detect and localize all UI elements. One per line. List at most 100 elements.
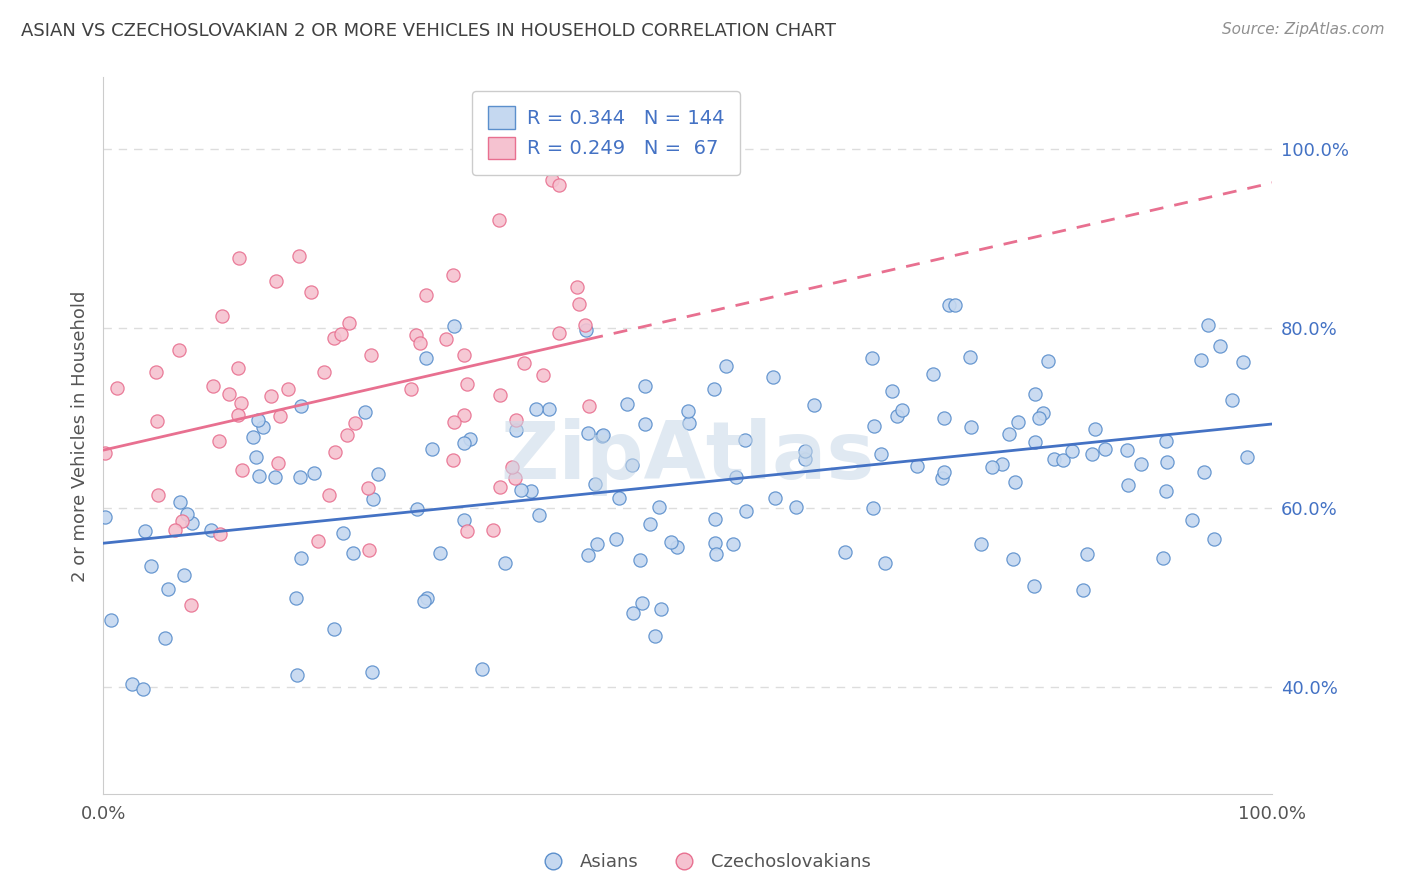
Point [1197,318,1219,332]
Point [302,466,325,480]
Point [650,602,672,616]
Point [415,351,437,365]
Point [157,582,180,596]
Point [361,491,384,506]
Point [633,378,655,392]
Point [489,388,512,402]
Point [575,323,598,337]
Point [165,523,187,537]
Point [1129,458,1152,472]
Point [794,451,817,466]
Point [630,596,652,610]
Point [1024,387,1046,401]
Text: Source: ZipAtlas.com: Source: ZipAtlas.com [1222,22,1385,37]
Point [134,524,156,538]
Point [520,483,543,498]
Point [1002,552,1025,566]
Point [863,419,886,434]
Point [1156,434,1178,448]
Point [1052,452,1074,467]
Point [1209,338,1232,352]
Point [1084,421,1107,435]
Point [703,382,725,396]
Point [991,457,1014,471]
Point [529,145,551,159]
Point [905,459,928,474]
Point [574,318,596,332]
Point [412,594,434,608]
Point [277,382,299,396]
Point [245,450,267,464]
Point [494,556,516,570]
Point [1004,475,1026,489]
Point [860,351,883,365]
Point [890,402,912,417]
Point [548,178,571,193]
Point [285,668,308,682]
Point [676,404,699,418]
Point [576,426,599,441]
Point [354,404,377,418]
Point [131,681,153,696]
Point [481,523,503,537]
Point [934,465,956,479]
Point [94,509,117,524]
Point [360,348,382,362]
Point [1154,484,1177,499]
Point [415,591,437,605]
Point [1156,455,1178,469]
Point [1204,533,1226,547]
Point [330,327,353,342]
Point [367,467,389,482]
Point [620,458,643,472]
Text: ASIAN VS CZECHOSLOVAKIAN 2 OR MORE VEHICLES IN HOUSEHOLD CORRELATION CHART: ASIAN VS CZECHOSLOVAKIAN 2 OR MORE VEHIC… [21,22,837,40]
Point [488,213,510,227]
Point [441,453,464,467]
Point [357,481,380,495]
Point [1036,353,1059,368]
Point [94,446,117,460]
Point [638,517,661,532]
Point [886,409,908,423]
Point [361,665,384,679]
Point [252,419,274,434]
Point [1024,579,1046,593]
Point [121,677,143,691]
Point [434,332,457,346]
Point [453,348,475,362]
Point [208,434,231,448]
Point [725,469,748,483]
Point [247,469,270,483]
Point [505,423,527,437]
Point [307,533,329,548]
Point [264,469,287,483]
Point [524,402,547,417]
Point [616,397,638,411]
Point [443,415,465,429]
Point [1007,415,1029,429]
Point [882,384,904,399]
Point [405,327,427,342]
Point [609,491,631,505]
Point [921,367,943,381]
Point [803,398,825,412]
Point [332,526,354,541]
Point [583,477,606,491]
Point [1076,547,1098,561]
Point [943,298,966,312]
Point [501,460,523,475]
Point [218,387,240,401]
Point [678,417,700,431]
Point [1080,447,1102,461]
Point [1042,451,1064,466]
Point [509,483,531,497]
Point [290,551,312,566]
Point [359,542,381,557]
Point [336,428,359,442]
Point [834,545,856,559]
Point [458,432,481,446]
Point [211,309,233,323]
Point [323,445,346,459]
Point [318,488,340,502]
Point [420,442,443,456]
